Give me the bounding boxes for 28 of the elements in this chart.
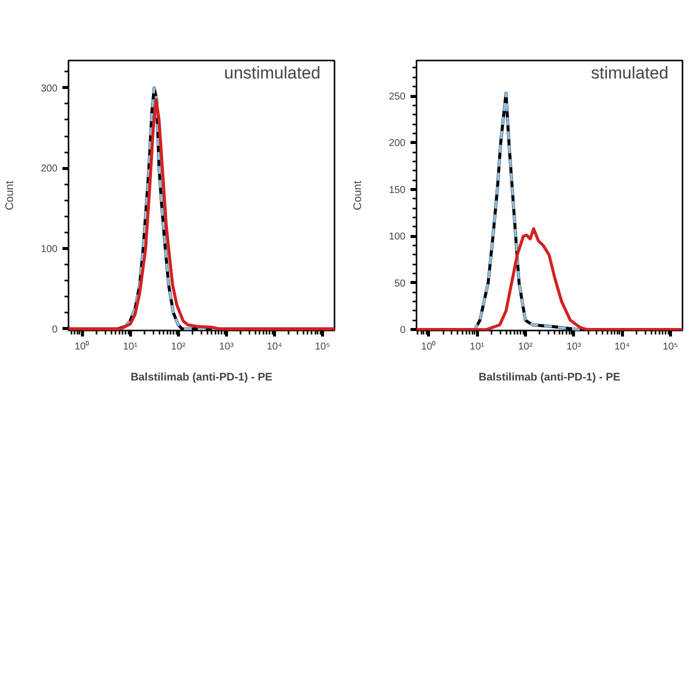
y-tick-label: 50	[394, 278, 406, 290]
y-tick-label: 100	[40, 244, 58, 256]
x-tick-label: 10²	[518, 342, 534, 352]
x-axis-title: Balstilimab (anti-PD-1) - PE	[478, 372, 620, 384]
x-tick-label: 10⁰	[74, 340, 90, 352]
x-tick-label: 10²	[171, 342, 186, 352]
y-tick-label: 200	[40, 164, 58, 175]
y-axis-title: Count	[352, 180, 364, 210]
x-tick-label: 10⁴	[614, 342, 630, 352]
y-tick-label: 250	[388, 92, 406, 102]
x-tick-label: 10³	[566, 342, 582, 352]
x-tick-label: 10⁵	[314, 342, 330, 352]
y-tick-label: 300	[40, 83, 58, 94]
y-tick-label: 0	[52, 324, 58, 336]
x-tick-label: 10⁴	[266, 342, 282, 352]
y-tick-label: 200	[388, 138, 406, 150]
x-tick-label: 10¹	[122, 342, 138, 352]
x-tick-label: 10³	[219, 342, 234, 352]
x-tick-label: 10⁵	[662, 342, 678, 352]
x-tick-label: 10⁰	[421, 340, 436, 352]
y-tick-label: 0	[400, 325, 406, 336]
y-axis-title: Count	[4, 180, 16, 210]
x-tick-label: 10¹	[470, 342, 485, 352]
y-tick-label: 150	[388, 184, 406, 196]
x-axis-title: Balstilimab (anti-PD-1) - PE	[130, 372, 272, 384]
annotation: stimulated	[591, 64, 669, 82]
annotation: unstimulated	[224, 64, 320, 82]
y-tick-label: 100	[388, 232, 406, 243]
